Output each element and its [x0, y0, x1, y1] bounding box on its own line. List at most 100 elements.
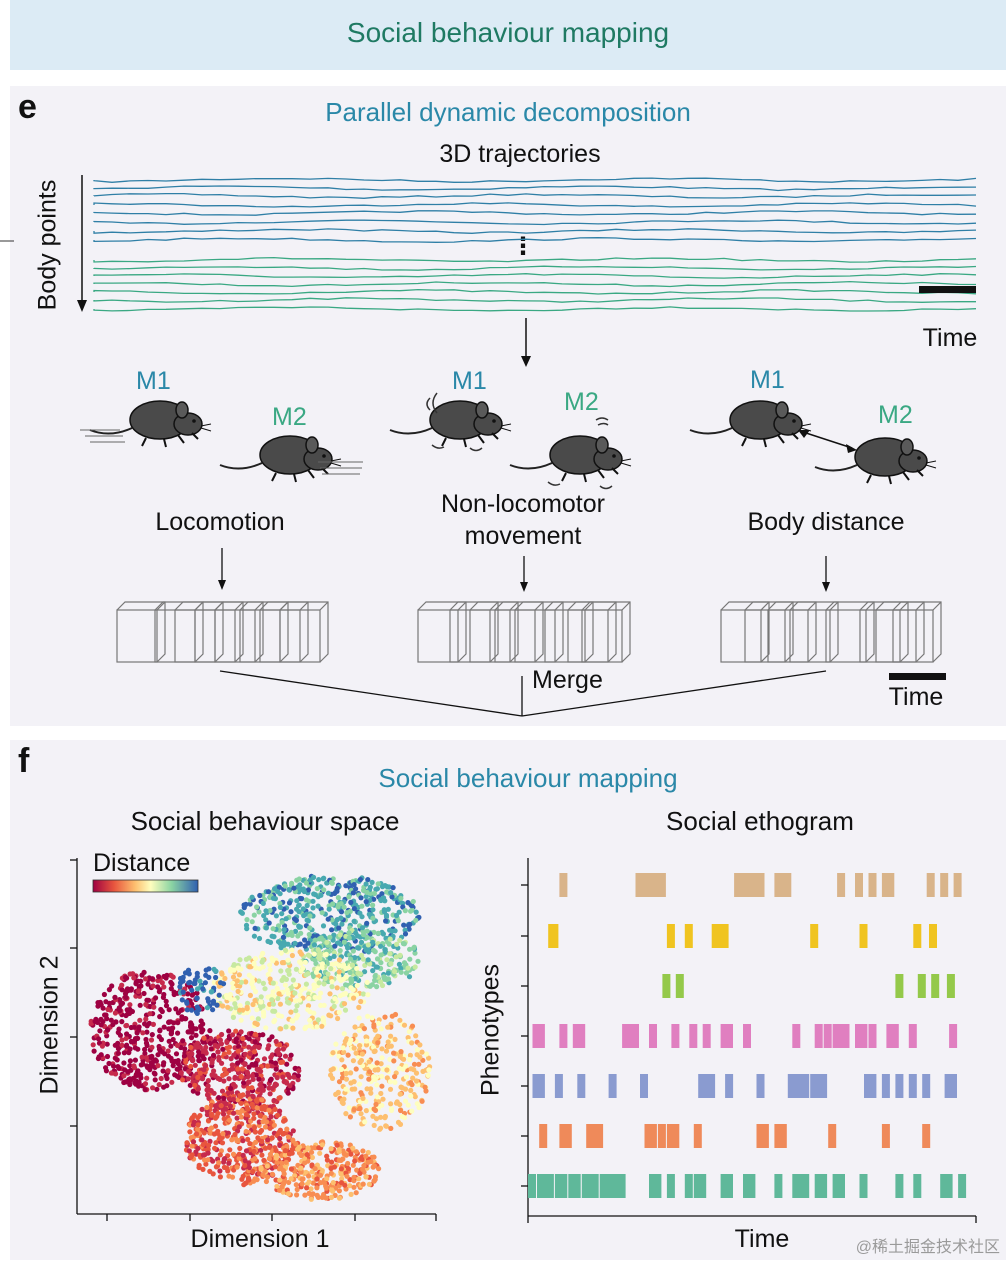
embedding-point — [403, 970, 409, 976]
embedding-point — [365, 992, 371, 998]
embedding-point — [383, 1048, 390, 1054]
embedding-point — [397, 952, 403, 958]
embedding-point — [211, 1068, 217, 1074]
embedding-point — [298, 1169, 304, 1175]
embedding-point — [419, 1098, 425, 1104]
embedding-point — [287, 1083, 293, 1089]
embedding-point — [300, 906, 306, 912]
embedding-point — [371, 1122, 377, 1128]
embedding-point — [188, 1022, 194, 1028]
embedding-point — [104, 1027, 111, 1033]
embedding-point — [277, 1142, 283, 1148]
embedding-point — [199, 1074, 205, 1080]
embedding-point — [290, 977, 296, 983]
embedding-point — [351, 1107, 357, 1113]
embedding-point — [336, 957, 343, 963]
embedding-point — [305, 887, 311, 893]
embedding-point — [401, 1022, 408, 1028]
embedding-point — [296, 909, 302, 915]
embedding-point — [334, 985, 340, 991]
embedding-point — [370, 947, 377, 953]
embedding-point — [318, 892, 324, 898]
embedding-point — [292, 940, 298, 946]
embedding-point — [196, 1049, 202, 1055]
embedding-point — [294, 898, 300, 904]
embedding-point — [297, 949, 303, 955]
embedding-point — [312, 1166, 318, 1172]
embedding-point — [197, 1070, 203, 1076]
embedding-point — [378, 1114, 384, 1120]
embedding-point — [199, 1106, 205, 1112]
ethogram-event-bar — [734, 873, 765, 897]
embedding-point — [293, 1182, 299, 1188]
embedding-point — [136, 988, 142, 994]
embedding-point — [389, 894, 395, 900]
embedding-point — [256, 935, 263, 942]
embedding-point — [306, 1190, 312, 1196]
embedding-point — [206, 1142, 212, 1148]
embedding-point — [201, 1067, 207, 1073]
embedding-point — [295, 933, 301, 939]
embedding-point — [209, 1060, 215, 1066]
embedding-point — [328, 1170, 334, 1176]
embedding-point — [238, 1114, 244, 1120]
embedding-point — [132, 1036, 139, 1042]
embedding-point — [345, 945, 351, 951]
ethogram-event-bar — [622, 1024, 639, 1048]
embedding-point — [393, 912, 400, 919]
embedding-point — [378, 943, 384, 949]
embedding-point — [364, 934, 370, 941]
embedding-point — [224, 1045, 230, 1051]
embedding-point — [171, 991, 177, 998]
embedding-point — [261, 1056, 268, 1062]
embedding-point — [382, 947, 388, 953]
embedding-point — [407, 946, 413, 952]
embedding-point — [275, 995, 281, 1002]
embedding-point — [251, 912, 257, 918]
embedding-point — [313, 969, 319, 975]
embedding-point — [363, 1038, 370, 1044]
embedding-point — [232, 1001, 238, 1007]
embedding-point — [339, 921, 345, 927]
embedding-point — [226, 1036, 232, 1042]
embedding-point — [302, 959, 308, 965]
embedding-point — [281, 1118, 287, 1124]
embedding-point — [365, 877, 371, 883]
embedding-point — [374, 984, 380, 990]
embedding-point — [231, 1167, 237, 1173]
embedding-point — [388, 1101, 394, 1107]
embedding-point — [297, 997, 303, 1003]
embedding-point — [309, 1154, 315, 1161]
embedding-point — [292, 982, 299, 988]
embedding-point — [375, 1066, 381, 1072]
embedding-point — [324, 1176, 330, 1182]
ethogram-event-bar — [693, 1174, 707, 1198]
embedding-point — [165, 1048, 171, 1054]
embedding-point — [341, 904, 347, 910]
embedding-point — [351, 882, 357, 888]
embedding-point — [385, 906, 391, 912]
embedding-point — [264, 1163, 270, 1169]
embedding-point — [98, 1052, 104, 1058]
embedding-point — [307, 1017, 313, 1023]
embedding-point — [253, 1060, 259, 1067]
embedding-point — [267, 1091, 273, 1097]
embedding-point — [195, 1074, 201, 1080]
embedding-point — [192, 980, 198, 987]
embedding-point — [260, 900, 266, 907]
embedding-point — [378, 1125, 384, 1131]
embedding-point — [398, 895, 404, 901]
embedding-point — [342, 991, 349, 997]
embedding-point — [244, 1009, 250, 1016]
embedding-point — [282, 982, 288, 988]
embedding-point — [365, 1013, 371, 1019]
embedding-point — [350, 1058, 356, 1064]
embedding-point — [351, 1045, 357, 1051]
embedding-point — [306, 1179, 312, 1185]
embedding-point — [124, 1022, 130, 1029]
embedding-point — [282, 883, 288, 889]
embedding-point — [282, 1148, 288, 1154]
embedding-point — [266, 1156, 272, 1162]
embedding-point — [247, 992, 253, 999]
ethogram-event-bar — [743, 1024, 751, 1048]
